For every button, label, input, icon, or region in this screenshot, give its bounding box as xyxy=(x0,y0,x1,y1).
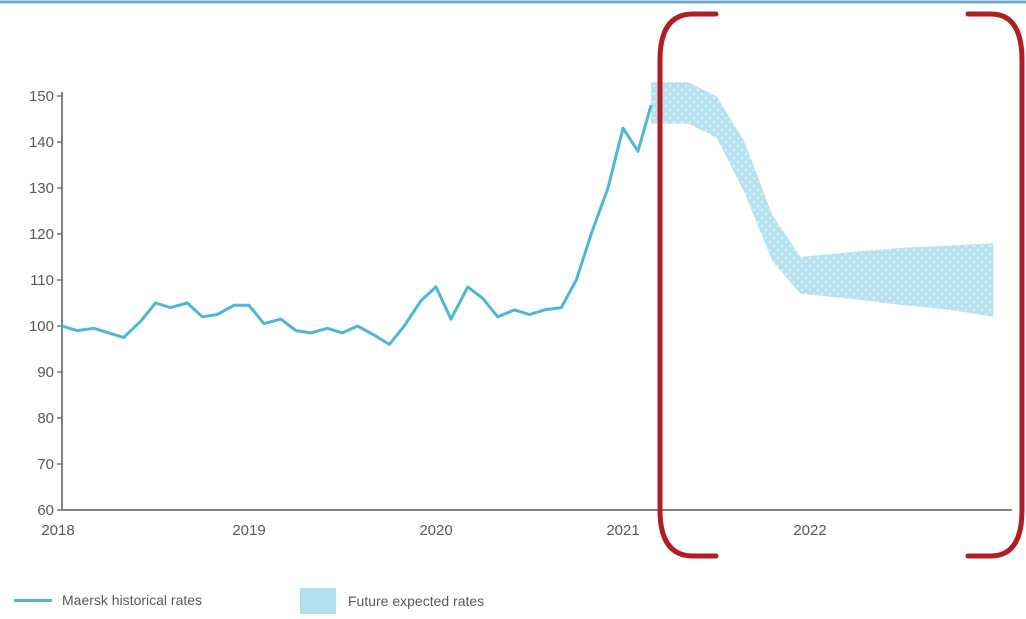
legend-historical-line xyxy=(14,598,52,602)
legend-historical-label: Maersk historical rates xyxy=(62,592,203,608)
highlight-bracket-right xyxy=(965,11,1025,559)
y-tick-label: 60 xyxy=(37,502,54,519)
highlight-bracket-left xyxy=(657,11,719,559)
forecast-band-texture xyxy=(651,82,994,317)
historical-rates-line xyxy=(61,104,653,346)
y-tick-label: 90 xyxy=(37,364,54,381)
legend-forecast-swatch xyxy=(300,588,336,614)
y-tick-label: 70 xyxy=(37,456,54,473)
x-tick-label: 2020 xyxy=(419,522,452,539)
y-tick-label: 80 xyxy=(37,410,54,427)
y-tick-label: 140 xyxy=(29,134,54,151)
legend-forecast-label: Future expected rates xyxy=(348,593,485,609)
y-tick-label: 110 xyxy=(30,272,54,289)
y-tick-label: 120 xyxy=(29,226,54,243)
x-tick-label: 2021 xyxy=(606,522,639,539)
x-tick-label: 2018 xyxy=(41,522,74,539)
y-tick-label: 150 xyxy=(29,88,54,105)
y-tick-label: 130 xyxy=(29,180,54,197)
x-tick-label: 2019 xyxy=(232,522,265,539)
y-tick-label: 100 xyxy=(29,318,54,335)
legend-forecast: Future expected rates xyxy=(300,588,484,614)
x-tick-label: 2022 xyxy=(793,522,826,539)
legend-historical: Maersk historical rates xyxy=(14,592,202,608)
